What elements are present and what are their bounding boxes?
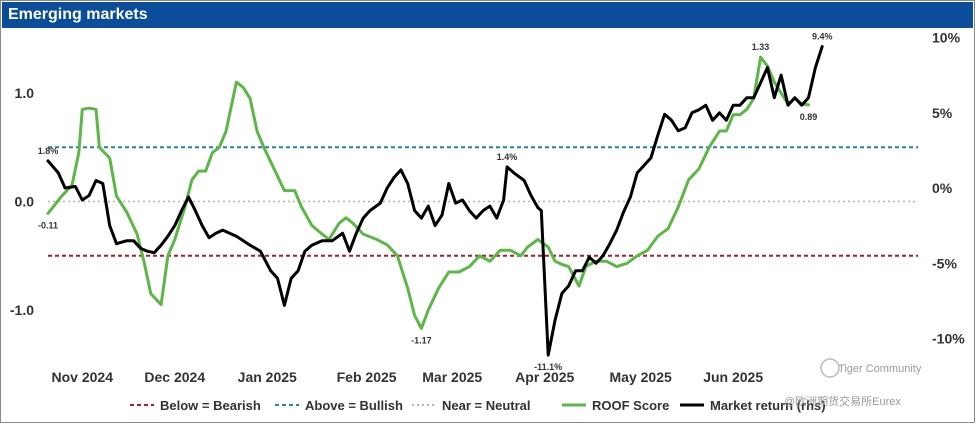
- right-axis-tick-label: 5%: [932, 105, 953, 121]
- data-label: 1.33: [752, 42, 770, 52]
- legend-label: Near = Neutral: [442, 398, 531, 413]
- x-axis-tick-label: May 2025: [610, 369, 672, 385]
- left-axis-tick-label: -1.0: [10, 302, 34, 318]
- left-axis-tick-label: 0.0: [15, 194, 35, 210]
- data-label: 1.8%: [38, 146, 59, 156]
- x-axis-tick-label: Mar 2025: [422, 369, 482, 385]
- x-axis-tick-label: Jun 2025: [703, 369, 763, 385]
- right-axis-tick-label: 0%: [932, 180, 953, 196]
- x-axis-tick-label: Feb 2025: [337, 369, 397, 385]
- watermark-text: @欧洲期货交易所Eurex: [784, 394, 901, 408]
- right-axis-tick-label: -5%: [932, 255, 957, 271]
- x-axis-tick-label: Apr 2025: [515, 369, 574, 385]
- right-axis-tick-label: 10%: [932, 30, 961, 46]
- legend-label: Above = Bullish: [305, 398, 403, 413]
- x-axis-tick-label: Jan 2025: [238, 369, 297, 385]
- data-label: -11.1%: [534, 362, 562, 372]
- market-return-line: [46, 45, 824, 357]
- data-label: 0.89: [800, 112, 818, 122]
- right-axis-tick-label: -10%: [932, 331, 965, 347]
- x-axis-tick-label: Nov 2024: [52, 369, 114, 385]
- legend-label: Market return (rhs): [710, 398, 826, 413]
- chart-header: Emerging markets: [2, 2, 973, 28]
- data-label: -1.17: [411, 335, 432, 345]
- data-label: 1.4%: [497, 152, 518, 162]
- roof-score-line: [46, 55, 810, 330]
- watermark-logo-icon: [820, 358, 840, 378]
- data-label: 9.4%: [812, 32, 833, 42]
- watermark-text: Tiger Community: [838, 363, 922, 375]
- legend-label: Below = Bearish: [160, 398, 261, 413]
- chart-title: Emerging markets: [8, 6, 148, 23]
- legend-label: ROOF Score: [592, 398, 669, 413]
- left-axis-tick-label: 1.0: [15, 85, 35, 101]
- x-axis-tick-label: Dec 2024: [144, 369, 205, 385]
- data-label: -0.11: [38, 220, 58, 230]
